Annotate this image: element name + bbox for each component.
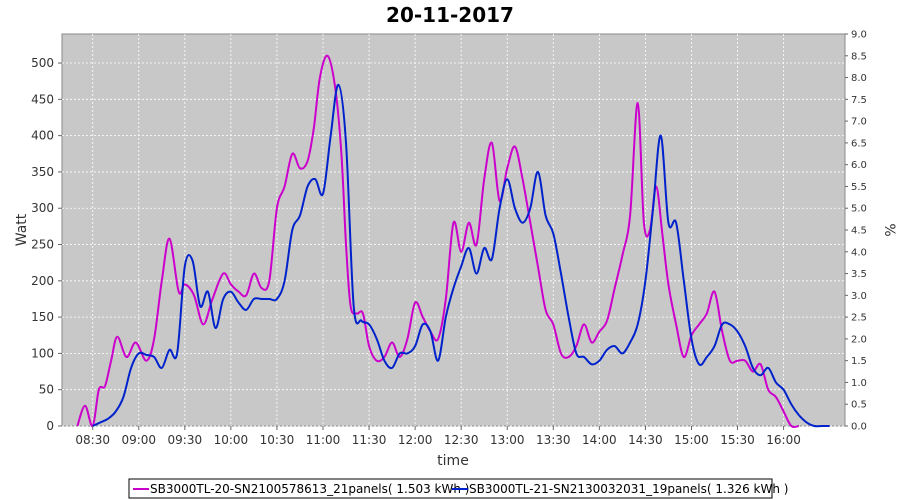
y2-tick-label: 3.5 xyxy=(851,269,867,280)
x-tick-label: 14:00 xyxy=(582,433,617,447)
x-tick-label: 13:00 xyxy=(490,433,525,447)
series-line-2 xyxy=(92,83,830,428)
legend-box xyxy=(128,478,773,499)
y2-axis-label: % xyxy=(881,223,897,236)
series-layer xyxy=(76,54,830,429)
y2-tick-label: 4.0 xyxy=(851,247,867,258)
y-axis-label: Watt xyxy=(14,213,30,246)
y2-tick-label: 2.0 xyxy=(851,334,867,345)
x-tick-label: 09:30 xyxy=(168,433,203,447)
y2-tick-label: 3.0 xyxy=(851,291,867,302)
x-tick-label: 14:30 xyxy=(628,433,663,447)
y-tick-label: 50 xyxy=(39,383,54,397)
grid-lines xyxy=(62,34,845,427)
y-tick-label: 250 xyxy=(31,238,54,252)
y-tick-label: 200 xyxy=(31,274,54,288)
legend: SB3000TL-20-SN2100578613_21panels( 1.503… xyxy=(128,478,788,499)
y-tick-label: 0 xyxy=(46,419,54,433)
x-tick-label: 12:00 xyxy=(398,433,433,447)
y2-tick-label: 6.0 xyxy=(851,160,867,171)
y2-tick-label: 6.5 xyxy=(851,138,867,149)
y2-tick-label: 0.5 xyxy=(851,400,867,411)
y-tick-label: 300 xyxy=(31,201,54,215)
x-tick-label: 12:30 xyxy=(444,433,479,447)
y-tick-label: 100 xyxy=(31,346,54,360)
axes: 08:30 09:00 09:30 10:00 10:30 11:00 11:30 12:00… xyxy=(31,30,867,448)
y2-tick-label: 8.5 xyxy=(851,51,867,62)
y-tick-label: 450 xyxy=(31,92,54,106)
legend-label-series-1: SB3000TL-20-SN2100578613_21panels( 1.503… xyxy=(150,482,469,496)
x-axis-label: time xyxy=(437,453,469,469)
y-tick-label: 400 xyxy=(31,129,54,143)
y2-tick-label: 4.5 xyxy=(851,226,867,237)
x-tick-label: 15:30 xyxy=(720,433,755,447)
legend-label-series-2: SB3000TL-21-SN2130032031_19panels( 1.326… xyxy=(469,482,788,496)
x-tick-label: 10:30 xyxy=(260,433,295,447)
series-line-1 xyxy=(76,54,800,429)
x-tick-label: 11:00 xyxy=(306,433,341,447)
y2-tick-label: 5.5 xyxy=(851,182,867,193)
x-tick-label: 09:00 xyxy=(121,433,156,447)
y-tick-label: 350 xyxy=(31,165,54,179)
y-tick-label: 150 xyxy=(31,310,54,324)
y2-tick-label: 2.5 xyxy=(851,313,867,324)
y2-tick-label: 1.0 xyxy=(851,378,867,389)
y2-tick-label: 8.0 xyxy=(851,73,867,84)
x-tick-label: 08:30 xyxy=(75,433,110,447)
y2-tick-label: 9.0 xyxy=(851,30,867,41)
x-tick-label: 10:00 xyxy=(214,433,249,447)
y2-tick-label: 7.0 xyxy=(851,117,867,128)
y2-tick-label: 1.5 xyxy=(851,356,867,367)
y2-tick-label: 7.5 xyxy=(851,95,867,106)
chart-title: 20-11-2017 xyxy=(386,3,514,27)
y2-tick-label: 0.0 xyxy=(851,422,867,433)
y2-tick-label: 5.0 xyxy=(851,204,867,215)
plot-area xyxy=(61,33,846,427)
x-tick-label: 13:30 xyxy=(536,433,571,447)
x-tick-label: 16:00 xyxy=(766,433,801,447)
x-tick-label: 15:00 xyxy=(674,433,709,447)
x-tick-label: 11:30 xyxy=(352,433,387,447)
y-tick-label: 500 xyxy=(31,56,54,70)
